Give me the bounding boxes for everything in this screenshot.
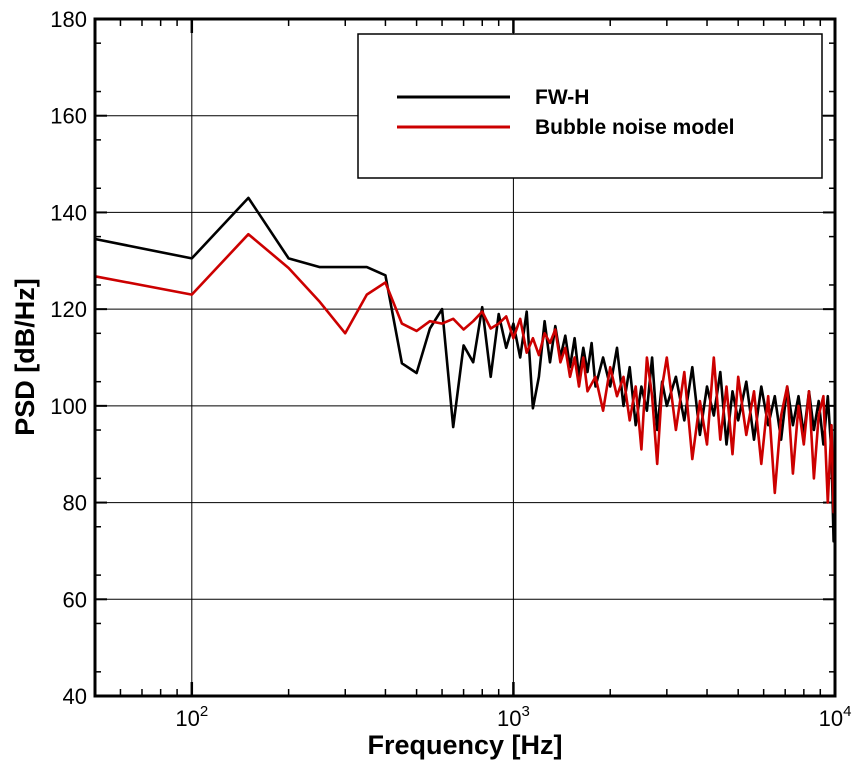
legend-box xyxy=(357,33,823,179)
x-tick-labels: 102 103 104 xyxy=(175,703,851,731)
y-tick-label: 140 xyxy=(50,200,87,225)
x-axis-title: Frequency [Hz] xyxy=(367,730,562,760)
series-layer xyxy=(94,196,837,543)
series-line-fw-h xyxy=(94,196,837,543)
y-tick-label: 80 xyxy=(63,491,87,516)
legend: FW-H Bubble noise model xyxy=(357,33,823,179)
x-tick-label: 103 xyxy=(497,703,530,731)
x-tick-label: 102 xyxy=(175,703,208,731)
y-tick-label: 60 xyxy=(63,587,87,612)
y-tick-labels: 40 60 80 100 120 140 160 180 xyxy=(50,7,87,709)
legend-label-bubble-noise-model: Bubble noise model xyxy=(535,116,735,139)
y-tick-label: 180 xyxy=(50,7,87,32)
y-tick-label: 160 xyxy=(50,104,87,129)
series-line-bubble-noise-model xyxy=(94,232,837,514)
legend-label-fw-h: FW-H xyxy=(535,86,589,109)
y-tick-label: 40 xyxy=(63,684,87,709)
y-axis-title: PSD [dB/Hz] xyxy=(10,278,40,436)
y-tick-label: 120 xyxy=(50,297,87,322)
x-tick-label: 104 xyxy=(819,703,852,731)
plot-frame xyxy=(93,17,837,698)
y-tick-label: 100 xyxy=(50,394,87,419)
